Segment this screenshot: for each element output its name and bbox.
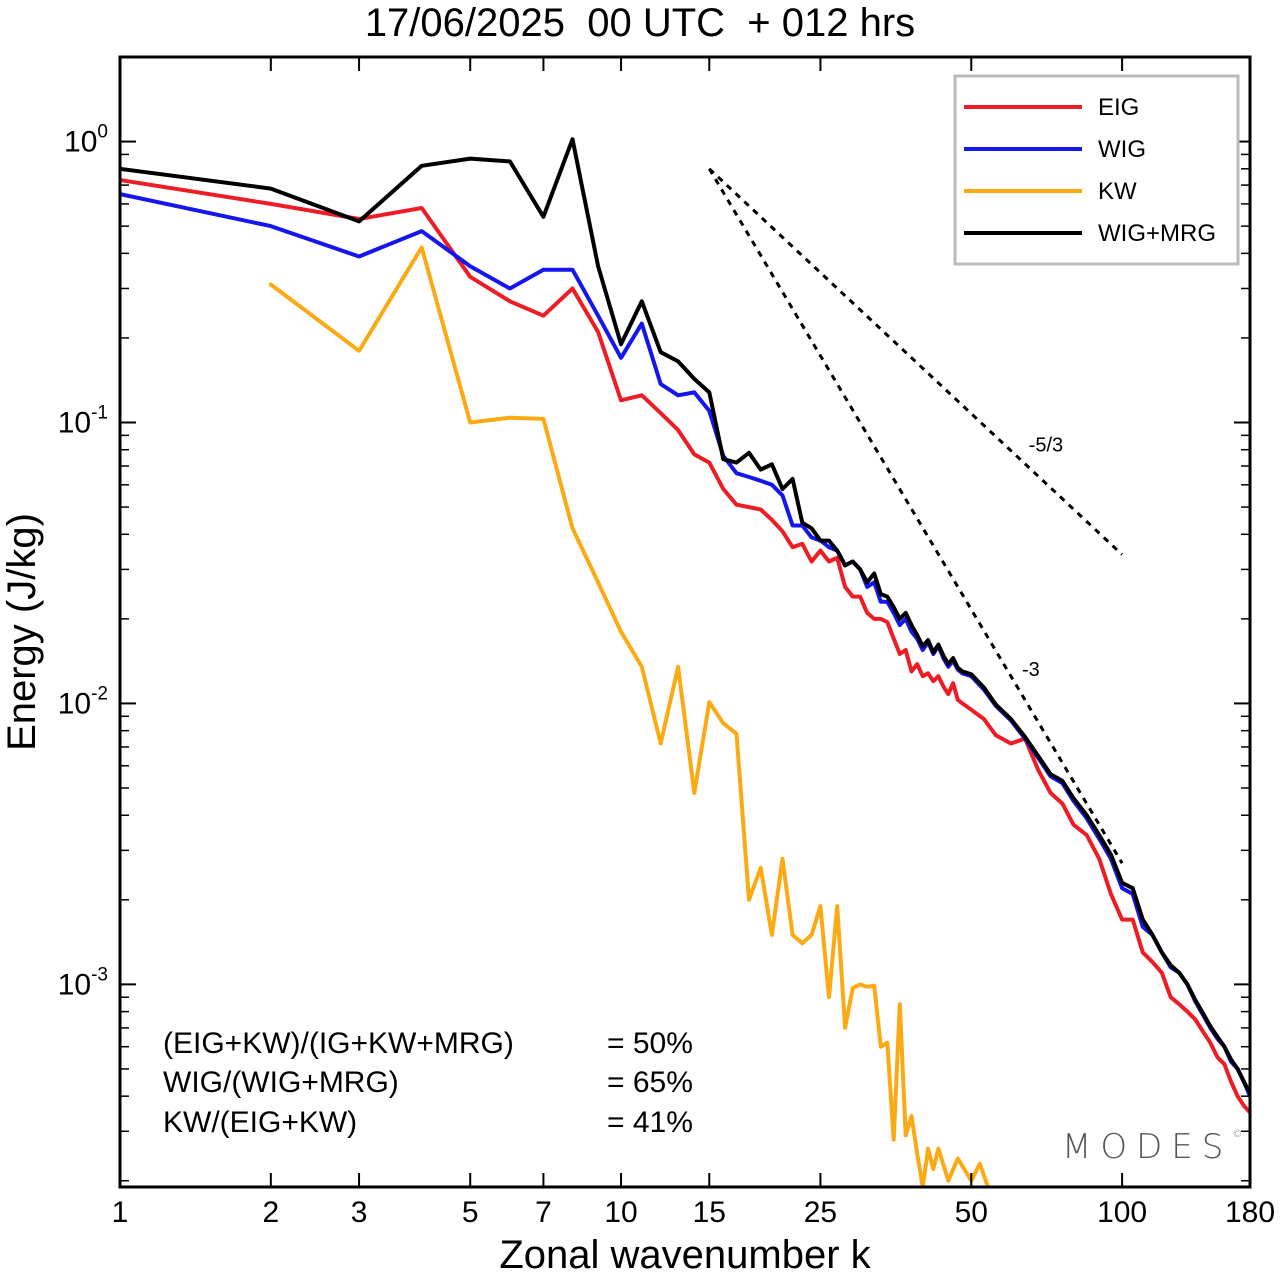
y-tick-label: 10-1 (58, 403, 108, 440)
series-line-wig (120, 192, 1250, 1099)
x-axis-label: Zonal wavenumber k (499, 1233, 871, 1277)
x-tick-label: 1 (112, 1196, 129, 1229)
stat-label-eig-kw-ratio: (EIG+KW)/(IG+KW+MRG) (163, 1027, 514, 1060)
legend-label: WIG (1098, 136, 1146, 163)
legend-label: EIG (1098, 94, 1139, 121)
chart-title: 17/06/2025 00 UTC + 012 hrs (364, 1, 916, 45)
y-tick-label: 100 (64, 122, 108, 159)
series-line-wig-mrg (120, 137, 1250, 1096)
reference-line (708, 167, 1124, 556)
plot-border (118, 55, 1252, 1189)
reference-label: -5/3 (1029, 435, 1063, 457)
x-tick-label: 50 (955, 1196, 988, 1229)
legend: EIG WIG KW WIG+MRG (953, 74, 1240, 266)
x-tick-label: 7 (535, 1196, 552, 1229)
x-tick-label: 5 (462, 1196, 479, 1229)
x-tick-label: 10 (604, 1196, 637, 1229)
series-line-eig (120, 178, 1250, 1115)
reference-slopes: -5/3 -3 (707, 167, 1124, 864)
legend-label: KW (1098, 178, 1137, 205)
x-tick-label: 3 (351, 1196, 368, 1229)
copyright-mark: © (1232, 1129, 1243, 1140)
stat-value-kw-ratio: = 41% (607, 1106, 693, 1139)
y-tick-label: 10-3 (58, 964, 108, 1001)
stat-label-wig-ratio: WIG/(WIG+MRG) (163, 1066, 399, 1099)
stat-value-wig-ratio: = 65% (607, 1066, 693, 1099)
legend-label: WIG+MRG (1098, 220, 1216, 247)
x-tick-label: 180 (1225, 1196, 1275, 1229)
y-axis-label: Energy (J/kg) (0, 513, 44, 751)
x-tick-label: 25 (804, 1196, 837, 1229)
x-tick-label: 2 (262, 1196, 279, 1229)
x-tick-label: 15 (693, 1196, 726, 1229)
modes-watermark: MODES© (1062, 1127, 1242, 1167)
watermark-text: MODES (1062, 1127, 1233, 1167)
stat-value-eig-kw-ratio: = 50% (607, 1027, 693, 1060)
y-tick-label: 10-2 (58, 683, 108, 720)
plot-frame (118, 55, 1252, 1189)
x-tick-label: 100 (1097, 1196, 1147, 1229)
axes: 100 10-1 10-2 10-3 1 2 3 5 7 10 15 25 50 100 180 (58, 122, 1275, 1229)
reference-label: -3 (1022, 659, 1040, 681)
series-line-kw (268, 245, 990, 1187)
stat-label-kw-ratio: KW/(EIG+KW) (163, 1106, 358, 1139)
reference-line (707, 168, 1124, 864)
series-lines (120, 137, 1250, 1187)
